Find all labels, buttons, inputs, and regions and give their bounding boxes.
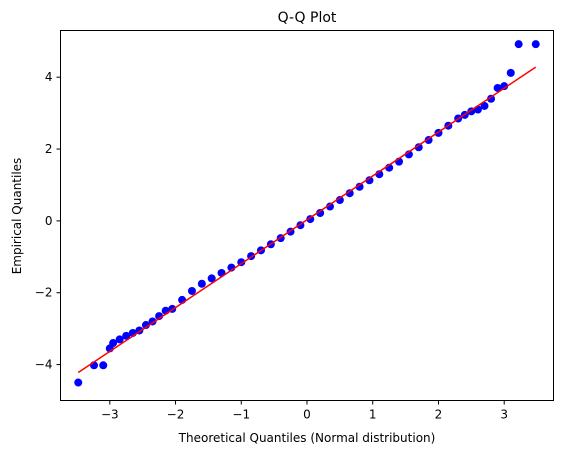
y-axis-label: Empirical Quantiles (10, 158, 24, 275)
y-tick-label: 2 (45, 142, 53, 156)
x-tick-label: 1 (369, 408, 377, 422)
data-point (115, 335, 124, 344)
x-axis-ticks: −3 −2 −1 0 1 2 3 (101, 400, 508, 422)
data-point (500, 82, 509, 91)
data-point (122, 331, 131, 340)
reference-line-layer (77, 66, 537, 374)
data-point (506, 68, 515, 77)
x-tick-label: −2 (167, 408, 185, 422)
data-point (345, 189, 354, 198)
data-point (487, 94, 496, 103)
data-point (335, 196, 344, 205)
data-point (514, 40, 523, 49)
y-tick-label: −4 (35, 358, 53, 372)
data-point (197, 279, 206, 288)
reference-line (77, 66, 537, 374)
x-tick-label: 0 (303, 408, 311, 422)
chart-title: Q-Q Plot (278, 10, 337, 26)
x-tick-label: 3 (500, 408, 508, 422)
data-point (316, 208, 325, 217)
data-point (109, 339, 118, 348)
data-point (531, 40, 540, 49)
y-tick-label: −2 (35, 286, 53, 300)
data-point (326, 202, 335, 211)
x-tick-label: −1 (232, 408, 250, 422)
data-point (207, 274, 216, 283)
x-tick-label: 2 (435, 408, 443, 422)
x-tick-label: −3 (101, 408, 119, 422)
data-point (355, 182, 364, 191)
data-point (187, 286, 196, 295)
x-axis-label: Theoretical Quantiles (Normal distributi… (178, 431, 436, 445)
data-point (414, 143, 423, 152)
data-point (141, 321, 150, 330)
data-point (480, 101, 489, 110)
y-tick-label: 4 (45, 70, 53, 84)
y-tick-label: 0 (45, 214, 53, 228)
data-point (365, 176, 374, 185)
y-axis-ticks: −4 −2 0 2 4 (35, 70, 61, 372)
data-point (74, 378, 83, 387)
data-point (99, 361, 108, 370)
data-point (493, 83, 502, 92)
